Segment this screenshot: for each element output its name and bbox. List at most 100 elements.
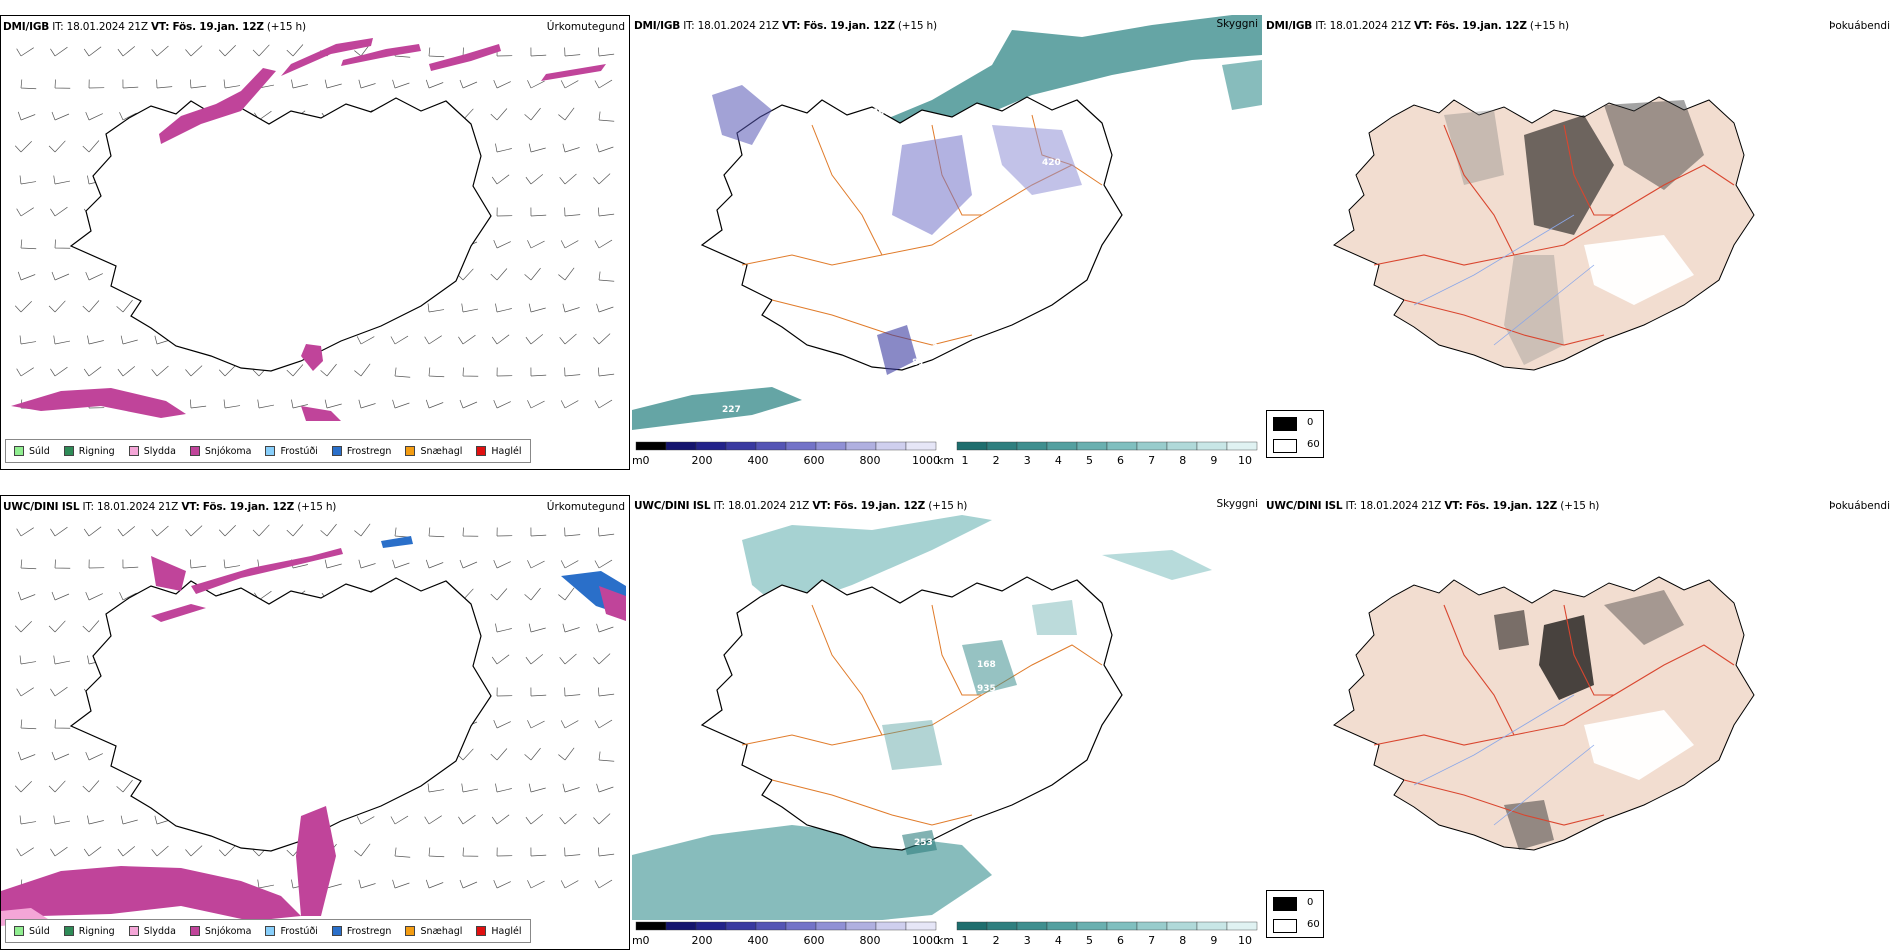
wind-barb xyxy=(324,399,342,409)
colorbar-cell xyxy=(1136,441,1168,451)
colorbar-tick: 600 xyxy=(804,934,825,947)
wind-barb xyxy=(564,527,581,537)
legend-label: Frostúði xyxy=(280,445,318,457)
wind-barb xyxy=(51,591,70,601)
colorbar-cell xyxy=(1196,921,1228,931)
rivers xyxy=(1413,214,1595,346)
wind-barb xyxy=(356,336,375,345)
colorbar-cell xyxy=(1196,441,1228,451)
legend-label: Snæhagl xyxy=(420,445,463,457)
wind-barb xyxy=(525,814,544,825)
colorbar-tick: 200 xyxy=(692,454,713,467)
colorbar-tick: 2 xyxy=(993,934,1000,947)
wind-barb xyxy=(530,847,547,857)
legend-swatch xyxy=(265,926,276,936)
wind-barb xyxy=(257,399,275,409)
wind-barb xyxy=(462,527,479,537)
wind-barb xyxy=(427,303,445,313)
colorbar-tick: 4 xyxy=(1055,454,1062,467)
wind-barb xyxy=(53,815,71,825)
legend-item: Súld xyxy=(14,446,50,457)
wind-barb xyxy=(594,399,613,409)
wind-barb xyxy=(257,879,275,889)
legend-label: Haglél xyxy=(491,445,522,457)
colorbar-cell xyxy=(905,441,937,451)
colorbar-cell xyxy=(1136,921,1168,931)
colorbar-tick: 400 xyxy=(748,934,769,947)
colorbar-tick: 1 xyxy=(962,454,969,467)
wind-barb xyxy=(88,79,105,89)
wind-barb xyxy=(493,79,511,89)
wind-barb xyxy=(524,107,541,121)
legend-item: Frostúði xyxy=(265,926,318,937)
wind-barb xyxy=(83,846,102,857)
fog-map-uwc xyxy=(1333,576,1755,851)
fog-legend-dark-label: 0 xyxy=(1307,897,1314,908)
wind-barb xyxy=(189,399,207,409)
legend-item: Snjókoma xyxy=(189,446,251,457)
panel-title: UWC/DINI ISL IT: 18.01.2024 21Z VT: Fös.… xyxy=(3,501,337,513)
wind-barb xyxy=(87,335,104,345)
wind-barb xyxy=(50,206,68,217)
wind-barb xyxy=(562,783,580,793)
fog-map-dmi xyxy=(1333,96,1755,371)
cloud-base-label: 365 xyxy=(932,343,951,353)
wind-barb xyxy=(562,303,580,313)
wind-barb xyxy=(559,173,577,185)
fog-legend-dark xyxy=(1273,897,1297,911)
panel-label-cloud: Skyggni xyxy=(1216,18,1259,30)
wind-barb xyxy=(598,271,615,282)
colorbar-cell xyxy=(635,441,667,451)
colorbar-tick: 3 xyxy=(1024,934,1031,947)
wind-barb xyxy=(495,143,512,153)
roads xyxy=(1373,124,1735,346)
wind-barb xyxy=(116,299,133,313)
wind-barb xyxy=(459,399,478,409)
colorbar-unit-left: m xyxy=(632,934,643,947)
wind-barb xyxy=(85,591,103,601)
legend-label: Slydda xyxy=(143,925,176,937)
colorbar-cell xyxy=(1016,921,1048,931)
wind-barb xyxy=(424,335,442,345)
wind-barb xyxy=(50,46,68,57)
legend-item: Súld xyxy=(14,926,50,937)
wind-barb xyxy=(461,783,479,793)
wind-barb xyxy=(597,47,615,57)
wind-barb xyxy=(525,334,544,345)
precip-legend: Súld Rigning Slydda Snjókoma Frostúði Frostre… xyxy=(5,439,531,463)
colorbar-tick: 8 xyxy=(1179,934,1186,947)
legend-swatch xyxy=(14,446,24,456)
wind-barb xyxy=(392,879,410,889)
wind-barb xyxy=(558,267,575,281)
legend-label: Frostregn xyxy=(346,925,392,937)
colorbar-tick: 10 xyxy=(1238,934,1252,947)
wind-barb xyxy=(14,780,32,793)
iceland-outline xyxy=(700,576,1123,851)
wind-barb xyxy=(17,751,36,761)
wind-barb xyxy=(119,112,137,121)
snow-areas xyxy=(1,536,626,926)
panel-title: UWC/DINI ISL IT: 18.01.2024 21Z VT: Fös.… xyxy=(1266,500,1600,512)
fog-legend: 0 60 xyxy=(1266,890,1324,938)
wind-barb xyxy=(83,366,102,377)
wind-barb xyxy=(54,239,71,249)
wind-barb xyxy=(559,653,577,665)
wind-barb xyxy=(116,779,133,793)
wind-barb xyxy=(117,46,136,57)
colorbar-cell xyxy=(755,441,787,451)
wind-barb xyxy=(558,587,575,601)
colorbar-cell xyxy=(695,921,727,931)
colorbar-tick: 10 xyxy=(1238,454,1252,467)
wind-barb xyxy=(392,79,410,89)
wind-barb xyxy=(491,174,510,185)
legend-item: Snæhagl xyxy=(405,926,462,937)
wind-barb xyxy=(493,239,511,249)
cloud-band-east xyxy=(1102,550,1212,580)
wind-barb xyxy=(425,399,444,409)
wind-barb xyxy=(19,175,37,185)
wind-barb xyxy=(559,333,577,345)
wind-barb xyxy=(252,44,270,57)
wind-barb xyxy=(50,846,68,857)
legend-label: Súld xyxy=(29,925,50,937)
